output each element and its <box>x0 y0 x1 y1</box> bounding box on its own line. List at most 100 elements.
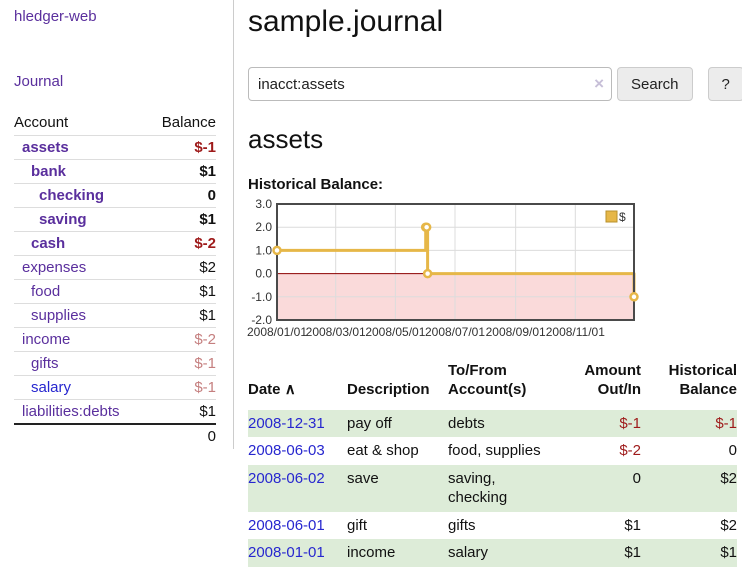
svg-text:2008/05/01: 2008/05/01 <box>365 325 425 339</box>
account-link-food[interactable]: food <box>31 283 61 300</box>
transaction-description: income <box>347 544 396 561</box>
account-link-gifts[interactable]: gifts <box>31 355 59 372</box>
transaction-date-link[interactable]: 2008-12-31 <box>248 414 325 432</box>
transaction-date-link[interactable]: 2008-06-02 <box>248 469 325 487</box>
register-row: 2008-06-01 gift gifts $1 $2 <box>248 512 737 540</box>
svg-text:$: $ <box>619 210 626 224</box>
account-row: liabilities:debts $1 <box>14 399 216 424</box>
account-balance: $-1 <box>147 135 216 160</box>
account-balance: 0 <box>147 183 216 208</box>
transaction-amount: $1 <box>624 516 641 534</box>
account-row: income $-2 <box>14 327 216 352</box>
account-link-checking[interactable]: checking <box>39 187 105 204</box>
account-balance: $-1 <box>147 375 216 400</box>
svg-text:2008/11/01: 2008/11/01 <box>546 325 605 339</box>
search-input[interactable] <box>248 67 612 101</box>
transaction-date-link[interactable]: 2008-06-01 <box>248 516 325 534</box>
svg-text:2008/01/01: 2008/01/01 <box>247 325 307 339</box>
transaction-date-link[interactable]: 2008-01-01 <box>248 544 325 561</box>
account-balance: $-1 <box>147 351 216 376</box>
svg-text:1.0: 1.0 <box>255 243 272 257</box>
register-header-amount: Amount Out/In <box>584 362 641 398</box>
transaction-balance: $1 <box>720 544 737 561</box>
account-link-assets[interactable]: assets <box>22 139 69 156</box>
account-link-liabilities-debts[interactable]: liabilities:debts <box>22 403 120 420</box>
svg-text:2.0: 2.0 <box>255 220 272 234</box>
account-row: salary $-1 <box>14 375 216 400</box>
transaction-date-link[interactable]: 2008-06-03 <box>248 442 325 459</box>
svg-text:-2.0: -2.0 <box>251 313 272 327</box>
account-row: cash $-2 <box>14 231 216 256</box>
svg-text:0.0: 0.0 <box>255 267 272 281</box>
transaction-balance: $-1 <box>715 414 737 432</box>
account-balance: $1 <box>147 279 216 304</box>
accounts-total-row: 0 <box>14 423 216 448</box>
historical-balance-chart: 3.0 2.0 1.0 0.0 -1.0 -2.02008/01/012008/03/01… <box>247 197 639 339</box>
register-row: 2008-06-02 save saving, checking 0 $2 <box>248 464 737 512</box>
register-row: 2008-12-31 pay off debts $-1 $-1 <box>248 409 737 437</box>
chart-title: Historical Balance: <box>248 176 384 193</box>
account-balance: $1 <box>147 303 216 328</box>
account-balance: $1 <box>147 207 216 232</box>
register-header-balance: Historical Balance <box>668 362 737 398</box>
clear-search-icon[interactable]: × <box>594 74 604 93</box>
transaction-balance: $2 <box>720 516 737 534</box>
transaction-description: pay off <box>347 414 392 432</box>
account-link-supplies[interactable]: supplies <box>31 307 87 324</box>
main-content: sample.journal × Search ? assets Histori… <box>247 0 742 567</box>
account-link-cash[interactable]: cash <box>31 235 66 252</box>
help-button[interactable]: ? <box>707 67 742 101</box>
app-brand-link[interactable]: hledger-web <box>14 8 97 25</box>
register-header-description: Description <box>347 380 430 398</box>
transaction-description: save <box>347 469 379 487</box>
account-row: food $1 <box>14 279 216 304</box>
accounts-table: Account Balance assets $-1 bank $1 check… <box>14 111 216 448</box>
accounts-total-value: 0 <box>147 423 216 448</box>
sort-asc-icon: ∧ <box>284 380 296 398</box>
svg-text:-1.0: -1.0 <box>251 290 272 304</box>
nav-journal-link[interactable]: Journal <box>14 73 64 90</box>
account-link-salary[interactable]: salary <box>31 379 72 396</box>
account-row: saving $1 <box>14 207 216 232</box>
account-row: bank $1 <box>14 159 216 184</box>
transaction-amount: 0 <box>632 469 641 487</box>
account-row: gifts $-1 <box>14 351 216 376</box>
svg-text:3.0: 3.0 <box>255 197 272 211</box>
sidebar-divider <box>233 0 234 449</box>
search-button[interactable]: Search <box>617 67 693 101</box>
register-row: 2008-01-01 income salary $1 $1 <box>248 539 737 567</box>
transaction-description: eat & shop <box>347 442 419 459</box>
account-link-saving[interactable]: saving <box>39 211 87 228</box>
transaction-balance: $2 <box>720 469 737 487</box>
account-balance: $1 <box>147 159 216 184</box>
register-table: Date ∧ Description To/From Account(s) Am… <box>248 362 737 567</box>
transaction-accounts: salary <box>448 544 489 561</box>
account-heading: assets <box>248 124 324 154</box>
account-row: assets $-1 <box>14 135 216 160</box>
account-link-bank[interactable]: bank <box>31 163 67 180</box>
svg-text:2008/03/01: 2008/03/01 <box>306 325 366 339</box>
transaction-accounts: saving, checking <box>448 469 508 507</box>
account-row: expenses $2 <box>14 255 216 280</box>
svg-text:2008/09/01: 2008/09/01 <box>486 325 546 339</box>
transaction-accounts: gifts <box>448 516 476 534</box>
account-row: supplies $1 <box>14 303 216 328</box>
svg-text:2008/07/01: 2008/07/01 <box>425 325 485 339</box>
register-header-date[interactable]: Date ∧ <box>248 380 296 398</box>
transaction-balance: 0 <box>728 442 737 459</box>
register-header-accounts: To/From Account(s) <box>448 362 527 398</box>
account-link-income[interactable]: income <box>22 331 71 348</box>
search-form: × Search ? <box>248 67 742 101</box>
sidebar: hledger-web Journal Account Balance asse… <box>0 0 233 448</box>
transaction-amount: $-2 <box>619 442 641 459</box>
page-title: sample.journal <box>248 5 444 38</box>
account-row: checking 0 <box>14 183 216 208</box>
account-balance: $-2 <box>147 327 216 352</box>
account-balance: $2 <box>147 255 216 280</box>
register-row: 2008-06-03 eat & shop food, supplies $-2… <box>248 437 737 465</box>
account-balance: $-2 <box>147 231 216 256</box>
transaction-accounts: food, supplies <box>448 442 541 459</box>
transaction-amount: $1 <box>624 544 641 561</box>
account-link-expenses[interactable]: expenses <box>22 259 87 276</box>
account-balance: $1 <box>147 399 216 424</box>
